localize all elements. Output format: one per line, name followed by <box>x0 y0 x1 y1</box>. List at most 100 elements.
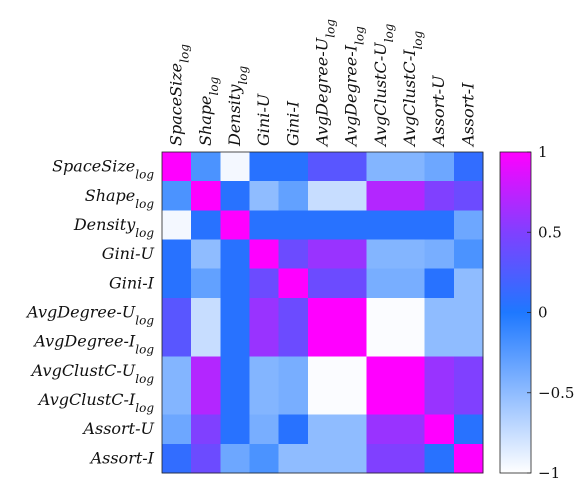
column-label: AvgClustC-Ilog <box>400 30 425 148</box>
heatmap-cell <box>307 268 338 299</box>
heatmap-cell <box>249 210 280 241</box>
heatmap-cell <box>278 414 309 445</box>
row-labels: SpaceSizelog Shapelog Densitylog Gini-U Gini… <box>25 157 155 468</box>
heatmap-cell <box>453 239 484 270</box>
row-label: Shapelog <box>85 186 155 211</box>
heatmap-cell <box>337 414 367 445</box>
heatmap-cell <box>453 210 484 241</box>
heatmap-cell <box>278 327 309 357</box>
heatmap-cell <box>395 239 426 270</box>
heatmap-cell <box>220 356 251 387</box>
heatmap-cell <box>249 181 280 211</box>
heatmap-cell <box>278 297 309 328</box>
heatmap-cell <box>278 443 309 474</box>
heatmap-cell <box>162 443 192 474</box>
heatmap-cell <box>278 356 309 387</box>
heatmap-cell <box>395 152 426 182</box>
column-label: Assort-I <box>458 82 477 148</box>
heatmap-cell <box>366 356 397 387</box>
heatmap-cell <box>220 414 251 445</box>
column-label: SpaceSizelog <box>167 44 192 146</box>
colorbar-tick-label: 1 <box>538 143 548 161</box>
heatmap-cell <box>249 414 280 445</box>
heatmap-cell <box>162 297 192 328</box>
heatmap-cell <box>337 181 367 211</box>
heatmap-cell <box>191 268 221 299</box>
heatmap-cell <box>220 152 251 182</box>
heatmap-cell <box>424 268 455 299</box>
heatmap-cell <box>162 385 192 416</box>
heatmap-cell <box>366 152 397 182</box>
heatmap-cell <box>366 268 397 299</box>
heatmap-cell <box>307 297 338 328</box>
row-label: AvgClustC-Ilog <box>37 390 155 415</box>
row-label: Gini-U <box>102 244 155 263</box>
heatmap-cell <box>249 152 280 182</box>
heatmap-cell <box>191 385 221 416</box>
heatmap-cell <box>453 443 484 474</box>
heatmap-cell <box>337 239 367 270</box>
row-label: Assort-I <box>89 448 155 467</box>
heatmap-cell <box>424 239 455 270</box>
heatmap-cell <box>366 385 397 416</box>
heatmap-cell <box>453 385 484 416</box>
heatmap-cell <box>337 297 367 328</box>
heatmap-cell <box>220 385 251 416</box>
colorbar-tick-label: −0.5 <box>538 384 574 402</box>
heatmap-cell <box>307 414 338 445</box>
heatmap-cell <box>366 181 397 211</box>
heatmap-cell <box>337 327 367 357</box>
heatmap-cell <box>453 414 484 445</box>
heatmap-cell <box>278 239 309 270</box>
column-label: AvgDegree-Ulog <box>313 19 338 148</box>
heatmap-cell <box>307 152 338 182</box>
heatmap-cell <box>307 239 338 270</box>
heatmap-cell <box>162 414 192 445</box>
heatmap-cell <box>337 356 367 387</box>
heatmap-cell <box>191 152 221 182</box>
heatmap-cell <box>307 443 338 474</box>
heatmap-cell <box>395 414 426 445</box>
heatmap-cell <box>366 239 397 270</box>
heatmap-cell <box>162 327 192 357</box>
column-label: AvgClustC-Ulog <box>371 23 396 148</box>
column-label: AvgDegree-Ilog <box>342 26 367 148</box>
heatmap-cell <box>162 152 192 182</box>
heatmap-cell <box>337 268 367 299</box>
heatmap-cell <box>453 297 484 328</box>
heatmap-cell <box>453 356 484 387</box>
colorbar: 1 0.5 0 −0.5 −1 <box>499 143 574 482</box>
column-label: Gini-I <box>283 100 302 146</box>
heatmap-cell <box>424 414 455 445</box>
heatmap-cell <box>191 414 221 445</box>
heatmap-cell <box>337 152 367 182</box>
heatmap-cell <box>220 210 251 241</box>
heatmap-cell <box>220 327 251 357</box>
colorbar-tick-label: 0.5 <box>538 223 562 241</box>
heatmap-cell <box>191 356 221 387</box>
heatmap-cell <box>366 327 397 357</box>
heatmap-cell <box>220 268 251 299</box>
heatmap-cell <box>162 268 192 299</box>
heatmap-cell <box>366 297 397 328</box>
heatmap-cell <box>191 239 221 270</box>
heatmap-cell <box>366 443 397 474</box>
heatmap-cell <box>249 327 280 357</box>
heatmap-cell <box>395 268 426 299</box>
heatmap-cell <box>220 239 251 270</box>
heatmap-cell <box>249 239 280 270</box>
heatmap-cell <box>162 239 192 270</box>
heatmap-cell <box>395 210 426 241</box>
heatmap-cell <box>307 385 338 416</box>
heatmap-cell <box>278 210 309 241</box>
row-label: AvgDegree-Ilog <box>32 332 154 357</box>
heatmap-cell <box>162 181 192 211</box>
heatmap-cell <box>191 327 221 357</box>
row-label: Densitylog <box>73 215 154 240</box>
column-label: Densitylog <box>225 66 250 147</box>
heatmap-cell <box>424 181 455 211</box>
heatmap-cell <box>395 443 426 474</box>
column-label: Gini-U <box>254 93 273 146</box>
heatmap-cell <box>424 210 455 241</box>
heatmap-cell <box>395 356 426 387</box>
